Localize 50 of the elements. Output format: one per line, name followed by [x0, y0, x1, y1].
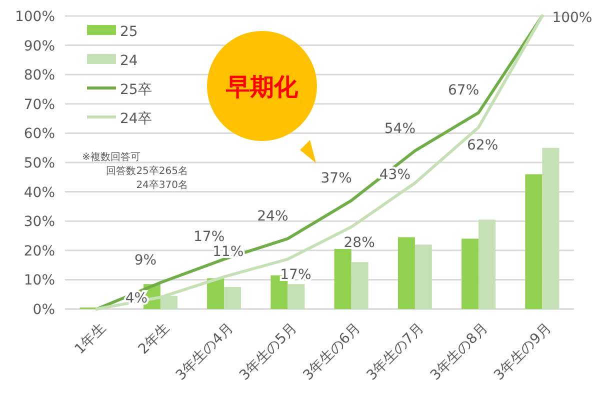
x-tick-label: 3年生の7月 [364, 320, 428, 384]
y-tick-label: 70% [24, 96, 55, 113]
bar [478, 220, 496, 309]
bar [351, 262, 368, 309]
data-label: 54% [384, 120, 416, 137]
y-tick-label: 0% [32, 302, 55, 318]
annotation: 回答数25卒265名 [106, 165, 188, 177]
data-label: 17% [280, 267, 312, 284]
bar [398, 237, 415, 309]
legend-label: 25 [120, 24, 138, 40]
y-tick-label: 60% [24, 126, 55, 142]
y-tick-label: 100% [14, 9, 55, 25]
data-label: 17% [194, 229, 225, 246]
data-label: 67% [448, 82, 480, 99]
x-tick-label: 3年生の4月 [173, 320, 237, 384]
legend-label: 24 [120, 53, 138, 69]
annotation: ※複数回答可 [82, 151, 140, 163]
legend-label: 24卒 [120, 111, 152, 127]
bar [334, 248, 352, 309]
annotation: 早期化 [225, 73, 299, 101]
y-tick-label: 40% [24, 184, 55, 201]
y-tick-label: 30% [24, 214, 55, 230]
bar [414, 244, 432, 309]
bar [462, 238, 479, 309]
data-label: 28% [344, 234, 375, 251]
data-label: 62% [467, 137, 498, 154]
y-tick-label: 20% [24, 243, 55, 260]
x-tick-label: 3年生の5月 [236, 320, 300, 384]
legend-label: 25卒 [120, 82, 152, 98]
data-label: 24% [257, 208, 288, 225]
bar [525, 174, 542, 309]
x-tick-label: 3年生の9月 [491, 320, 555, 384]
data-label: 37% [320, 170, 352, 187]
bar [224, 287, 242, 309]
bar [207, 278, 224, 309]
x-tick-label: 3年生の8月 [428, 320, 492, 384]
y-tick-label: 80% [24, 68, 55, 84]
data-label: 4% [125, 290, 148, 306]
y-tick-label: 10% [24, 272, 55, 289]
annotation: 24卒370名 [136, 179, 188, 191]
x-tick-label: 2年生 [136, 320, 173, 358]
data-label: 11% [212, 244, 244, 260]
data-label: 9% [134, 252, 157, 269]
data-label: 100% [552, 10, 592, 26]
x-tick-label: 1年生 [72, 320, 110, 358]
y-tick-label: 50% [24, 156, 55, 172]
x-tick-label: 3年生の6月 [300, 320, 364, 384]
y-tick-label: 90% [24, 38, 55, 54]
bar [288, 284, 305, 309]
bar [542, 148, 560, 309]
